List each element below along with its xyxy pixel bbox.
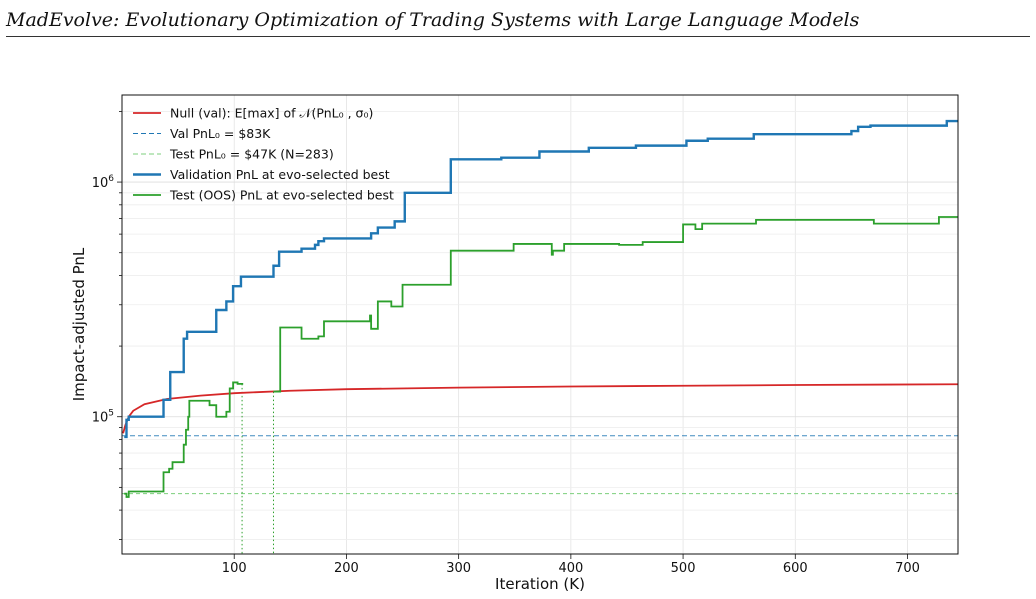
legend-label-test-base: Test PnL₀ = $47K (N=283) [169,147,334,162]
series-null-line [122,383,958,434]
page-header: MadEvolve: Evolutionary Optimization of … [6,9,860,31]
x-axis-label: Iteration (K) [495,575,585,593]
legend-label-val-base: Val PnL₀ = $83K [170,126,271,141]
series-val-line [124,119,958,439]
x-tick-label: 400 [558,561,583,576]
y-tick-label: 105 [92,409,114,426]
x-tick-label: 200 [334,561,359,576]
series-test-b-line [273,216,958,393]
grid [117,95,958,554]
header-rule [6,36,1030,37]
legend: Null (val): E[max] of 𝒩(PnL₀ , σ₀) Val Pn… [133,106,394,203]
y-axis-label: Impact-adjusted PnL [70,247,88,401]
plot-area [122,119,958,554]
series-test-a-line [124,381,244,498]
x-tick-label: 500 [671,561,696,576]
x-tick-label: 300 [446,561,471,576]
legend-label-val: Validation PnL at evo-selected best [170,167,390,182]
legend-label-test: Test (OOS) PnL at evo-selected best [169,188,394,203]
legend-label-null: Null (val): E[max] of 𝒩(PnL₀ , σ₀) [170,106,373,121]
y-tick-label: 106 [92,174,115,191]
x-tick-label: 700 [895,561,920,576]
plot-frame [121,94,959,555]
x-tick-label: 100 [222,561,247,576]
x-tick-label: 600 [783,561,808,576]
